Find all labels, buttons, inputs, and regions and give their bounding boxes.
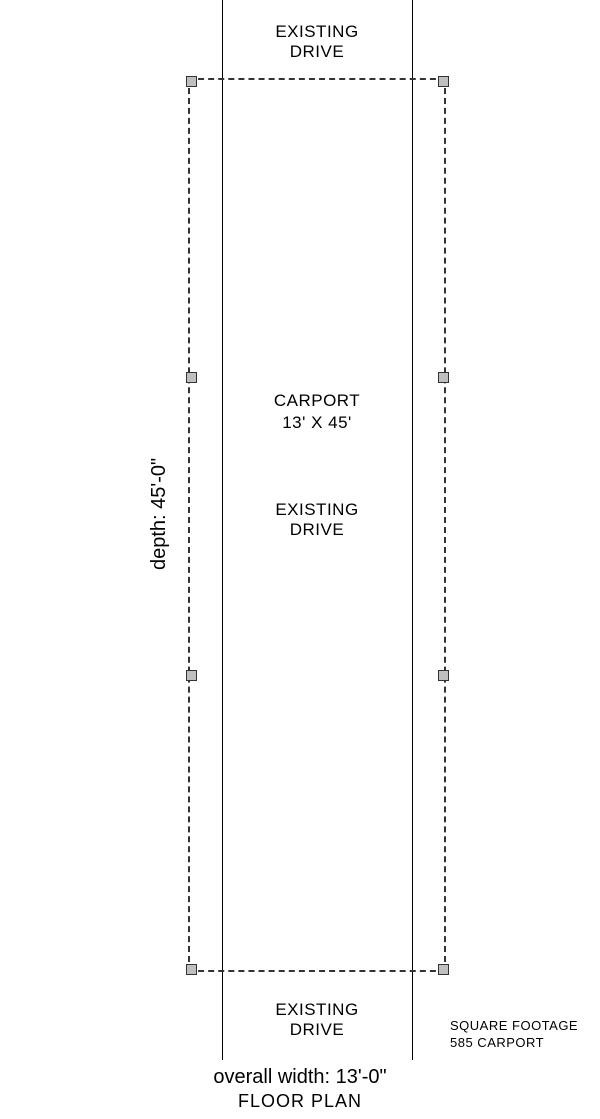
post bbox=[438, 964, 449, 975]
label-title: FLOOR PLAN bbox=[238, 1091, 362, 1112]
text: EXISTING bbox=[275, 500, 358, 519]
text: FLOOR PLAN bbox=[238, 1091, 362, 1111]
label-existing-drive-top: EXISTING DRIVE bbox=[275, 22, 358, 63]
label-depth: depth: 45'-0" bbox=[148, 458, 171, 570]
text: EXISTING bbox=[275, 1000, 358, 1019]
text: overall width: 13'-0" bbox=[213, 1066, 386, 1088]
label-existing-drive-bottom: EXISTING DRIVE bbox=[275, 1000, 358, 1041]
text: 585 CARPORT bbox=[450, 1035, 544, 1050]
label-square-footage: SQUARE FOOTAGE 585 CARPORT bbox=[450, 1018, 578, 1052]
post bbox=[438, 76, 449, 87]
post bbox=[438, 670, 449, 681]
post bbox=[186, 76, 197, 87]
label-carport: CARPORT 13' X 45' bbox=[274, 390, 360, 434]
text: DRIVE bbox=[290, 1020, 344, 1039]
text: CARPORT bbox=[274, 391, 360, 410]
floor-plan-diagram: EXISTING DRIVE CARPORT 13' X 45' EXISTIN… bbox=[0, 0, 600, 1119]
post bbox=[186, 670, 197, 681]
label-existing-drive-mid: EXISTING DRIVE bbox=[275, 500, 358, 541]
text: DRIVE bbox=[290, 42, 344, 61]
post bbox=[438, 372, 449, 383]
text: 13' X 45' bbox=[282, 413, 352, 432]
post bbox=[186, 372, 197, 383]
text: SQUARE FOOTAGE bbox=[450, 1018, 578, 1033]
text: depth: 45'-0" bbox=[148, 458, 170, 570]
text: EXISTING bbox=[275, 22, 358, 41]
label-width: overall width: 13'-0" bbox=[213, 1066, 386, 1089]
post bbox=[186, 964, 197, 975]
text: DRIVE bbox=[290, 520, 344, 539]
